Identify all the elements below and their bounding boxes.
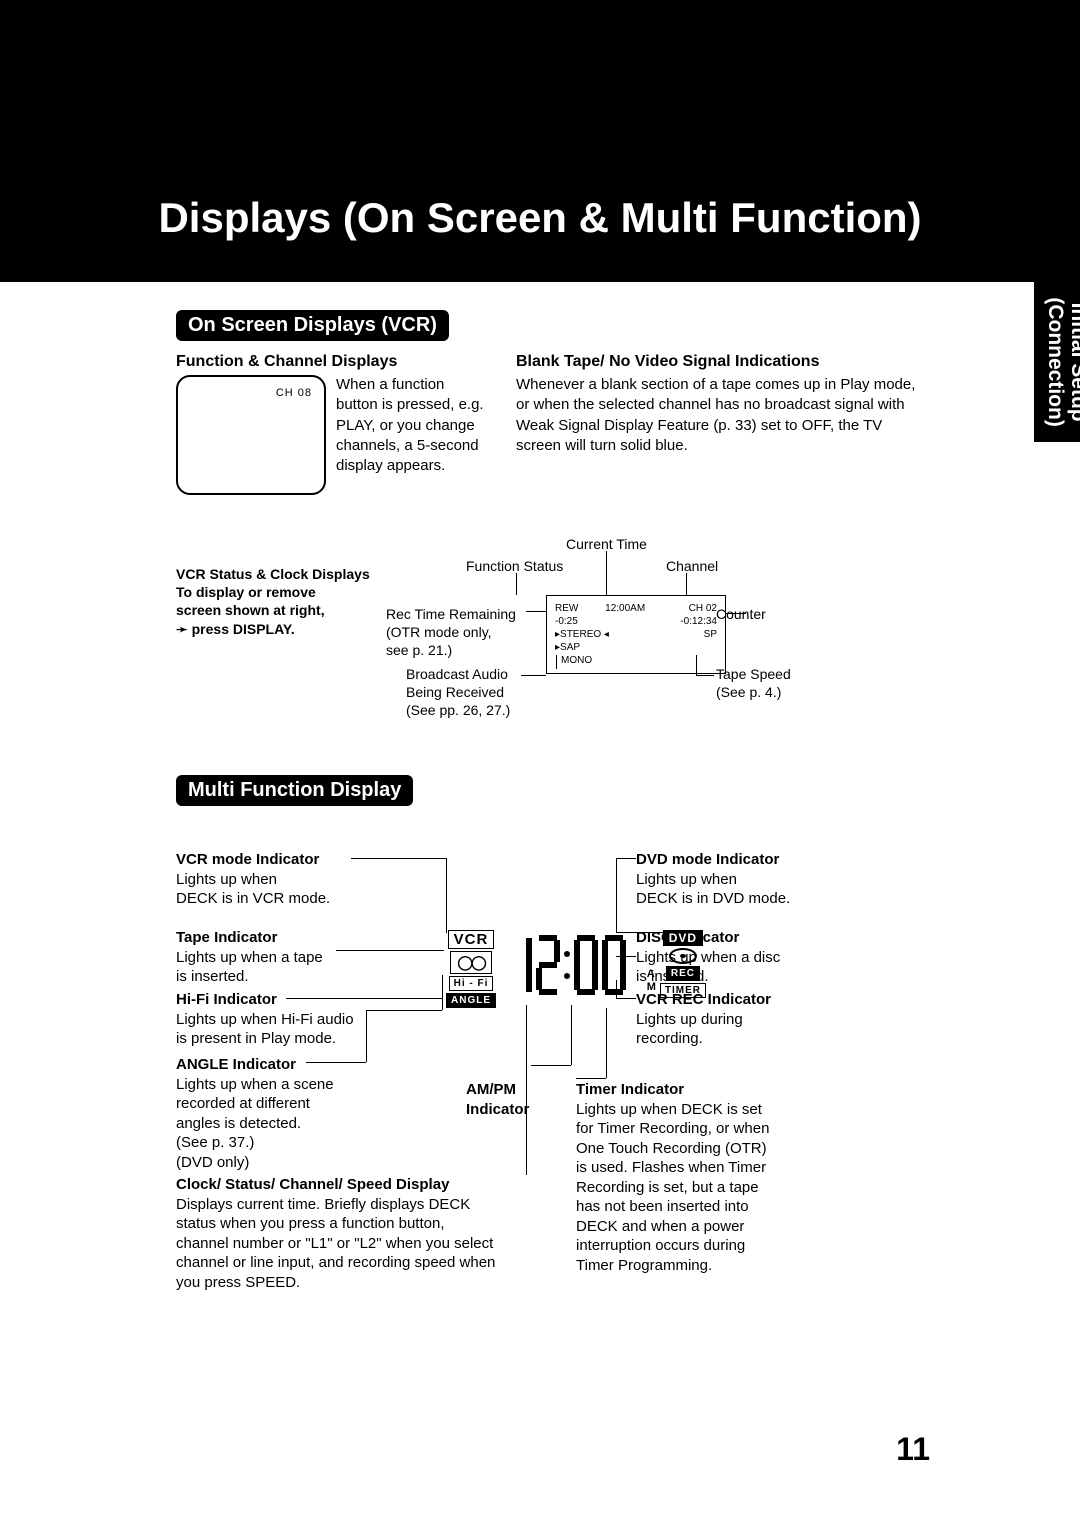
tape-speed-l1: Tape Speed bbox=[716, 666, 791, 682]
disc-icon bbox=[669, 948, 697, 964]
seven-seg-display bbox=[511, 932, 631, 998]
box-ch: CH 02 bbox=[658, 602, 717, 615]
box-otr: -0:25 bbox=[555, 615, 593, 628]
timer-badge: TIMER bbox=[660, 983, 706, 998]
side-tab: Initial Setup (Connection) bbox=[1034, 282, 1080, 442]
vcr-badge: VCR bbox=[448, 930, 495, 949]
timer-l6: has not been inserted into bbox=[576, 1197, 806, 1217]
vcr-status-h2: To display or remove bbox=[176, 583, 396, 601]
hifi-l2: is present in Play mode. bbox=[176, 1029, 354, 1049]
ampm-h: AM/PM bbox=[466, 1080, 529, 1100]
blank-tape-body: Whenever a blank section of a tape comes… bbox=[516, 375, 920, 456]
angle-l5: (DVD only) bbox=[176, 1153, 334, 1173]
dvd-mode-l1: Lights up when bbox=[636, 870, 790, 890]
panel-m: M bbox=[647, 981, 656, 994]
dvd-mode-l2: DECK is in DVD mode. bbox=[636, 889, 790, 909]
rec-badge: REC bbox=[666, 966, 700, 981]
vcr-status-h3: screen shown at right, bbox=[176, 601, 396, 619]
angle-badge: ANGLE bbox=[446, 993, 496, 1008]
angle-l4: (See p. 37.) bbox=[176, 1133, 334, 1153]
channel-screen-box: CH 08 bbox=[176, 375, 326, 495]
mfd-header: Multi Function Display bbox=[176, 775, 413, 806]
clock-l3: channel number or "L1" or "L2" when you … bbox=[176, 1234, 536, 1254]
vcr-rec-l1: Lights up during bbox=[636, 1010, 771, 1030]
tape-icon: ◯◯ bbox=[450, 951, 491, 974]
vcr-mode-h: VCR mode Indicator bbox=[176, 850, 330, 870]
timer-l4: is used. Flashes when Timer bbox=[576, 1158, 806, 1178]
hifi-h: Hi-Fi Indicator bbox=[176, 990, 354, 1010]
audio-l2: Being Received bbox=[406, 684, 504, 700]
clock-l2: status when you press a function button, bbox=[176, 1214, 536, 1234]
timer-l3: One Touch Recording (OTR) bbox=[576, 1139, 806, 1159]
timer-l8: interruption occurs during bbox=[576, 1236, 806, 1256]
vcr-status-block: VCR Status & Clock Displays To display o… bbox=[176, 535, 920, 735]
vcr-rec-l2: recording. bbox=[636, 1029, 771, 1049]
blank-tape-heading: Blank Tape/ No Video Signal Indications bbox=[516, 353, 920, 371]
title-band: Displays (On Screen & Multi Function) bbox=[0, 0, 1080, 282]
panel-a: A bbox=[647, 968, 656, 981]
side-tab-l2: (Connection) bbox=[1044, 297, 1067, 426]
audio-l1: Broadcast Audio bbox=[406, 666, 508, 682]
content-area: Initial Setup (Connection) On Screen Dis… bbox=[0, 282, 1080, 1390]
rec-time-l3: see p. 21.) bbox=[386, 642, 452, 658]
clock-l5: you press SPEED. bbox=[176, 1273, 536, 1293]
box-mono: MONO bbox=[555, 654, 717, 667]
angle-l1: Lights up when a scene bbox=[176, 1075, 334, 1095]
vcr-status-box: REW 12:00AM CH 02 -0:25 -0:12:34 ▸STEREO… bbox=[546, 595, 726, 674]
timer-l2: for Timer Recording, or when bbox=[576, 1119, 806, 1139]
vcr-mode-l1: Lights up when bbox=[176, 870, 330, 890]
timer-l1: Lights up when DECK is set bbox=[576, 1100, 806, 1120]
box-time: 12:00AM bbox=[593, 602, 658, 615]
dvd-mode-h: DVD mode Indicator bbox=[636, 850, 790, 870]
angle-l3: angles is detected. bbox=[176, 1114, 334, 1134]
vcr-mode-l2: DECK is in VCR mode. bbox=[176, 889, 330, 909]
clock-h: Clock/ Status/ Channel/ Speed Display bbox=[176, 1175, 536, 1195]
hifi-badge: Hi - Fi bbox=[449, 976, 494, 991]
angle-l2: recorded at different bbox=[176, 1094, 334, 1114]
box-counter: -0:12:34 bbox=[658, 615, 717, 628]
hifi-l1: Lights up when Hi-Fi audio bbox=[176, 1010, 354, 1030]
timer-l7: DECK and when a power bbox=[576, 1217, 806, 1237]
box-sap: ▸SAP bbox=[555, 641, 717, 654]
clock-l1: Displays current time. Briefly displays … bbox=[176, 1195, 536, 1215]
tape-l1: Lights up when a tape bbox=[176, 948, 323, 968]
vcr-status-h1: VCR Status & Clock Displays bbox=[176, 565, 396, 583]
timer-l5: Recording is set, but a tape bbox=[576, 1178, 806, 1198]
osd-header: On Screen Displays (VCR) bbox=[176, 310, 449, 341]
rec-time-l2: (OTR mode only, bbox=[386, 624, 492, 640]
rec-time-l1: Rec Time Remaining bbox=[386, 606, 516, 622]
channel-label: Channel bbox=[666, 557, 718, 575]
mfd-panel: VCR ◯◯ Hi - Fi ANGLE bbox=[446, 930, 706, 1008]
tape-l2: is inserted. bbox=[176, 967, 323, 987]
audio-l3: (See pp. 26, 27.) bbox=[406, 702, 510, 718]
func-channel-heading: Function & Channel Displays bbox=[176, 353, 486, 371]
func-channel-body: When a function button is pressed, e.g. … bbox=[336, 375, 486, 495]
side-tab-l1: Initial Setup bbox=[1067, 302, 1080, 421]
page-title: Displays (On Screen & Multi Function) bbox=[158, 194, 921, 242]
tape-speed-l2: (See p. 4.) bbox=[716, 684, 781, 700]
box-sp: SP bbox=[658, 628, 717, 641]
angle-h: ANGLE Indicator bbox=[176, 1055, 334, 1075]
clock-l4: channel or line input, and recording spe… bbox=[176, 1253, 536, 1273]
screen-box-ch: CH 08 bbox=[276, 387, 312, 399]
box-stereo: ▸STEREO ◂ bbox=[555, 628, 658, 641]
func-status-label: Function Status bbox=[466, 557, 563, 575]
ampm-l1: Indicator bbox=[466, 1100, 529, 1120]
timer-h: Timer Indicator bbox=[576, 1080, 806, 1100]
page-number: 11 bbox=[896, 1431, 930, 1468]
tape-h: Tape Indicator bbox=[176, 928, 323, 948]
timer-l9: Timer Programming. bbox=[576, 1256, 806, 1276]
box-rew: REW bbox=[555, 602, 593, 615]
osd-section: On Screen Displays (VCR) Function & Chan… bbox=[176, 310, 920, 735]
mfd-section: Multi Function Display VCR mode Indicato… bbox=[176, 775, 920, 1390]
vcr-status-action: ➛ ➛ press DISPLAY.press DISPLAY. bbox=[176, 620, 396, 638]
